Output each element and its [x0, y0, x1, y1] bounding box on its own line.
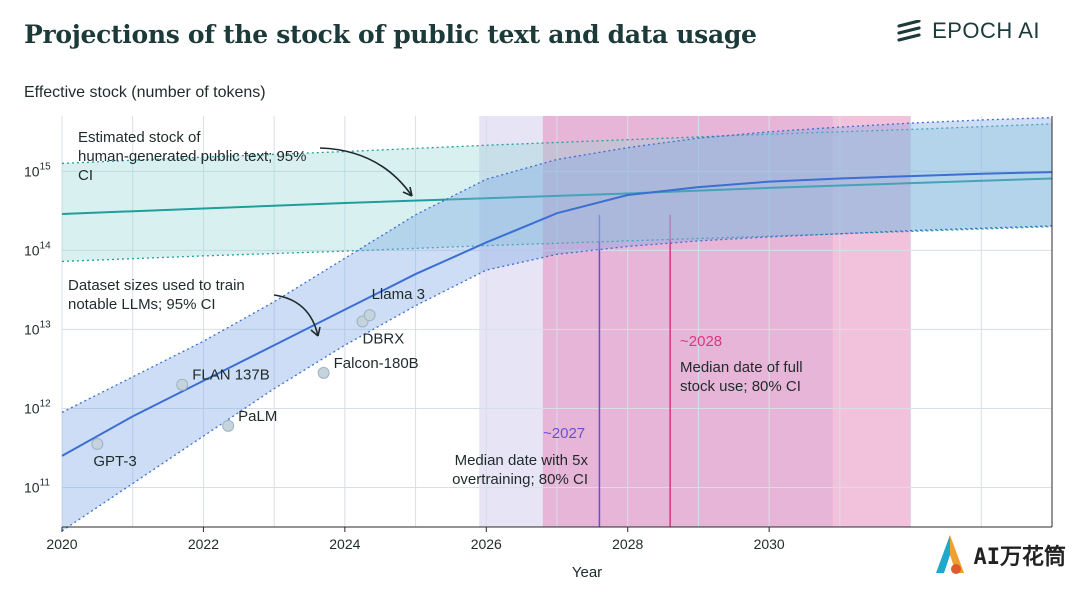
- model-point: [176, 378, 189, 391]
- series-line-2: [61, 171, 1053, 457]
- x-tick-label: 2028: [612, 536, 643, 552]
- annotation-datasets: Dataset sizes used to train notable LLMs;…: [68, 277, 245, 313]
- series-line-1: [61, 177, 1053, 216]
- model-point: [317, 366, 330, 379]
- y-tick-label: 1015: [24, 161, 51, 179]
- watermark-logo-icon: [935, 535, 964, 574]
- x-tick-label: 2030: [754, 536, 785, 552]
- annotation-over-year: ~2027: [543, 425, 585, 442]
- y-axis-label: Effective stock (number of tokens): [24, 84, 266, 101]
- model-label: FLAN 137B: [192, 367, 270, 384]
- x-tick-label: 2020: [46, 536, 77, 552]
- epoch-logo-icon: [897, 20, 921, 42]
- model-label: Llama 3: [372, 286, 425, 303]
- model-point: [363, 309, 376, 322]
- brand-name: EPOCH AI: [932, 18, 1040, 43]
- annotation-arrowhead-datasets: [310, 326, 321, 337]
- model-label: GPT-3: [93, 453, 136, 470]
- annotation-over-text: Median date with 5x overtraining; 80% CI: [452, 452, 588, 488]
- x-tick-label: 2022: [188, 536, 219, 552]
- series-band-1: [62, 123, 1052, 262]
- annotation-full-year: ~2028: [680, 333, 722, 350]
- watermark-text: AI万花筒: [973, 545, 1067, 570]
- x-axis-label: Year: [572, 564, 602, 581]
- annotation-arrowhead-stock: [402, 186, 413, 197]
- y-tick-label: 1014: [24, 240, 51, 258]
- model-label: DBRX: [363, 331, 405, 348]
- series-band-2: [62, 117, 1052, 531]
- y-tick-label: 1011: [24, 477, 50, 495]
- x-tick-label: 2024: [329, 536, 360, 552]
- model-label: Falcon-180B: [334, 355, 419, 372]
- annotation-text-stock: Estimated stock of human-generated public…: [78, 129, 306, 184]
- series-lower-bound-2: [61, 225, 1053, 532]
- model-point: [91, 438, 104, 451]
- model-label: PaLM: [238, 408, 277, 425]
- x-tick-label: 2026: [471, 536, 502, 552]
- page-title: Projections of the stock of public text …: [24, 20, 757, 49]
- series-upper-bound-2: [61, 116, 1053, 413]
- annotation-full-text: Median date of full stock use; 80% CI: [680, 359, 803, 395]
- watermark: AI万花筒: [932, 533, 1067, 577]
- brand-logo: EPOCH AI: [896, 18, 1040, 44]
- annotation-arrow-stock: [319, 147, 413, 197]
- model-point: [222, 419, 235, 432]
- y-tick-label: 1012: [24, 398, 51, 416]
- y-tick-label: 1013: [24, 319, 51, 337]
- series-upper-bound-1: [61, 123, 1053, 165]
- annotation-arrow-datasets: [273, 294, 319, 337]
